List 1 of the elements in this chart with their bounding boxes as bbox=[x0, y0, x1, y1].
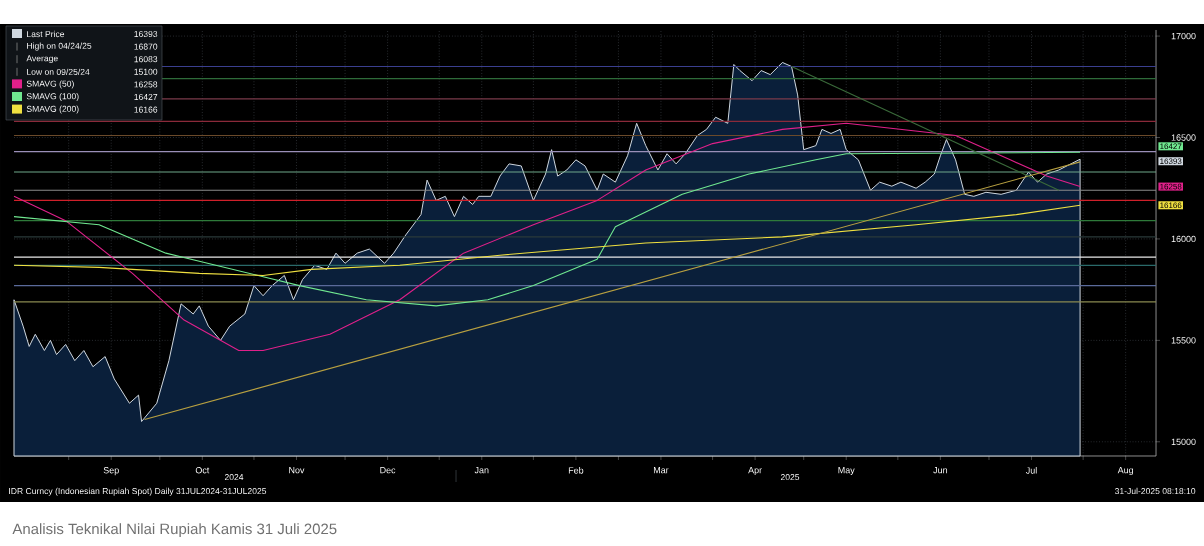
line-series bbox=[13, 204, 1081, 276]
